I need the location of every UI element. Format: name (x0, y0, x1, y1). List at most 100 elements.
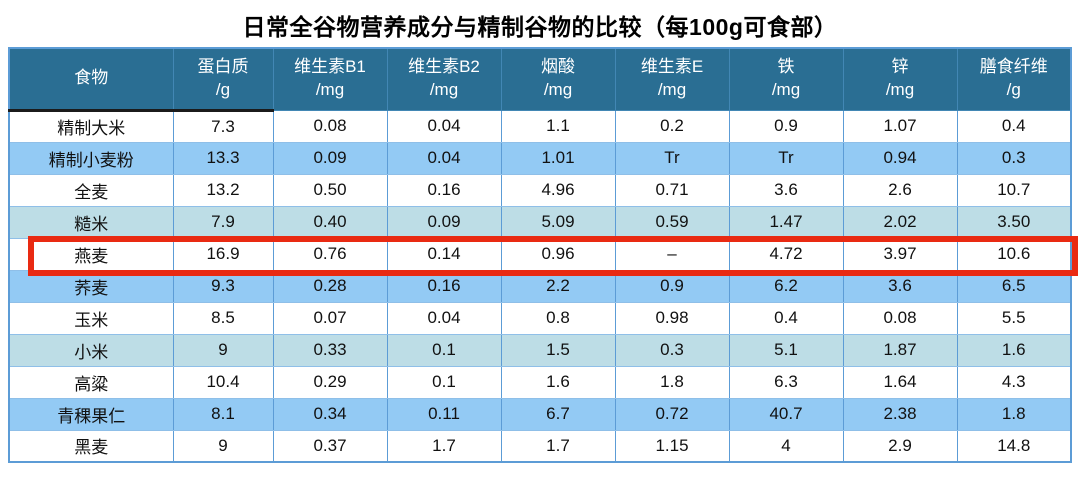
column-header-vitamin-b1: 维生素B1 /mg (272, 47, 388, 111)
value-cell: 10.4 (172, 365, 274, 399)
column-label: 膳食纤维 (979, 57, 1048, 77)
value-cell: 4 (728, 429, 844, 463)
table-row: 精制大米 7.3 0.08 0.04 1.1 0.2 0.9 1.07 0.4 (8, 109, 1072, 143)
column-header-iron: 铁 /mg (728, 47, 844, 111)
table-row: 高粱 10.4 0.29 0.1 1.6 1.8 6.3 1.64 4.3 (8, 365, 1072, 399)
food-cell: 小米 (8, 333, 174, 367)
value-cell: 6.5 (956, 269, 1072, 303)
page-title: 日常全谷物营养成分与精制谷物的比较（每100g可食部） (242, 14, 838, 40)
value-cell: 7.3 (172, 109, 274, 143)
column-label: 食物 (74, 68, 109, 88)
value-cell: 2.38 (842, 397, 958, 431)
value-cell: 1.6 (500, 365, 616, 399)
value-cell: 1.7 (500, 429, 616, 463)
value-cell: 10.7 (956, 173, 1072, 207)
food-cell: 玉米 (8, 301, 174, 335)
value-cell: 10.6 (956, 237, 1072, 271)
value-cell: 0.29 (272, 365, 388, 399)
food-cell: 糙米 (8, 205, 174, 239)
value-cell: Tr (614, 141, 730, 175)
value-cell: 6.3 (728, 365, 844, 399)
value-cell: 0.4 (728, 301, 844, 335)
value-cell: 0.08 (272, 109, 388, 143)
value-cell: 0.96 (500, 237, 616, 271)
value-cell: 5.1 (728, 333, 844, 367)
value-cell: 0.59 (614, 205, 730, 239)
column-header-zinc: 锌 /mg (842, 47, 958, 111)
table-row: 黑麦 9 0.37 1.7 1.7 1.15 4 2.9 14.8 (8, 429, 1072, 463)
food-cell: 精制小麦粉 (8, 141, 174, 175)
column-header-vitamin-b2: 维生素B2 /mg (386, 47, 502, 111)
table-header: 食物 蛋白质 /g 维生素B1 /mg 维生素B2 /mg 烟酸 /mg (8, 47, 1072, 112)
value-cell: 1.64 (842, 365, 958, 399)
column-header-niacin: 烟酸 /mg (500, 47, 616, 111)
table-body: 精制大米 7.3 0.08 0.04 1.1 0.2 0.9 1.07 0.4 精制小麦粉 13.3… (8, 109, 1072, 463)
column-unit: /mg (429, 80, 459, 100)
column-header-protein: 蛋白质 /g (172, 47, 274, 112)
value-cell: 6.7 (500, 397, 616, 431)
food-cell: 青稞果仁 (8, 397, 174, 431)
value-cell: 0.28 (272, 269, 388, 303)
value-cell: 0.11 (386, 397, 502, 431)
column-label: 铁 (777, 57, 795, 77)
value-cell: 0.1 (386, 365, 502, 399)
value-cell: 0.04 (386, 109, 502, 143)
value-cell: 0.04 (386, 141, 502, 175)
food-cell: 荞麦 (8, 269, 174, 303)
table-row: 精制小麦粉 13.3 0.09 0.04 1.01 Tr Tr 0.94 0.3 (8, 141, 1072, 175)
table-row: 青稞果仁 8.1 0.34 0.11 6.7 0.72 40.7 2.38 1.8 (8, 397, 1072, 431)
value-cell: 9 (172, 333, 274, 367)
table-row: 燕麦 16.9 0.76 0.14 0.96–4.72 3.97 10.6 (8, 237, 1072, 271)
column-header-food: 食物 (8, 47, 174, 112)
food-cell: 全麦 (8, 173, 174, 207)
table-row: 小米 9 0.33 0.1 1.5 0.3 5.1 1.87 1.6 (8, 333, 1072, 367)
value-cell: 4.72 (728, 237, 844, 271)
value-cell: 13.2 (172, 173, 274, 207)
value-cell: 2.02 (842, 205, 958, 239)
column-unit: /g (215, 79, 231, 99)
value-cell: 0.1 (386, 333, 502, 367)
value-cell: 2.9 (842, 429, 958, 463)
value-cell: 0.08 (842, 301, 958, 335)
column-label: 维生素E (640, 57, 704, 77)
value-cell: 40.7 (728, 397, 844, 431)
nutrition-table: 食物 蛋白质 /g 维生素B1 /mg 维生素B2 /mg 烟酸 /mg (8, 47, 1072, 463)
table-row: 玉米 8.5 0.07 0.04 0.8 0.98 0.4 0.08 5.5 (8, 301, 1072, 335)
value-cell: 0.50 (272, 173, 388, 207)
value-cell: 3.6 (842, 269, 958, 303)
value-cell: 0.9 (728, 109, 844, 143)
table-row: 荞麦 9.3 0.28 0.16 2.2 0.9 6.2 3.6 6.5 (8, 269, 1072, 303)
value-cell: 8.5 (172, 301, 274, 335)
value-cell: 0.9 (614, 269, 730, 303)
table-row: 糙米 7.9 0.40 0.09 5.09 0.59 1.47 2.02 3.50 (8, 205, 1072, 239)
column-unit: /mg (315, 80, 345, 100)
value-cell: 2.2 (500, 269, 616, 303)
column-label: 蛋白质 (197, 56, 249, 76)
value-cell: 1.8 (956, 397, 1072, 431)
value-cell: 0.04 (386, 301, 502, 335)
value-cell: 7.9 (172, 205, 274, 239)
value-cell: 8.1 (172, 397, 274, 431)
header-row: 食物 蛋白质 /g 维生素B1 /mg 维生素B2 /mg 烟酸 /mg (8, 47, 1072, 112)
column-header-dietary-fiber: 膳食纤维 /g (956, 47, 1072, 111)
food-cell: 高粱 (8, 365, 174, 399)
value-cell: 0.16 (386, 269, 502, 303)
value-cell: 0.09 (272, 141, 388, 175)
value-cell: 1.15 (614, 429, 730, 463)
value-cell: 0.3 (614, 333, 730, 367)
column-label: 维生素B1 (294, 57, 366, 77)
column-label: 维生素B2 (408, 57, 480, 77)
value-cell: 0.94 (842, 141, 958, 175)
value-cell: 14.8 (956, 429, 1072, 463)
value-cell: Tr (728, 141, 844, 175)
value-cell: 5.09 (500, 205, 616, 239)
value-cell: 0.2 (614, 109, 730, 143)
value-cell: 3.50 (956, 205, 1072, 239)
value-cell: 1.8 (614, 365, 730, 399)
column-unit: /mg (657, 80, 687, 100)
column-unit: /mg (885, 80, 915, 100)
column-header-vitamin-e: 维生素E /mg (614, 47, 730, 111)
value-cell: 9 (172, 429, 274, 463)
food-cell: 精制大米 (8, 109, 174, 143)
value-cell: 2.6 (842, 173, 958, 207)
